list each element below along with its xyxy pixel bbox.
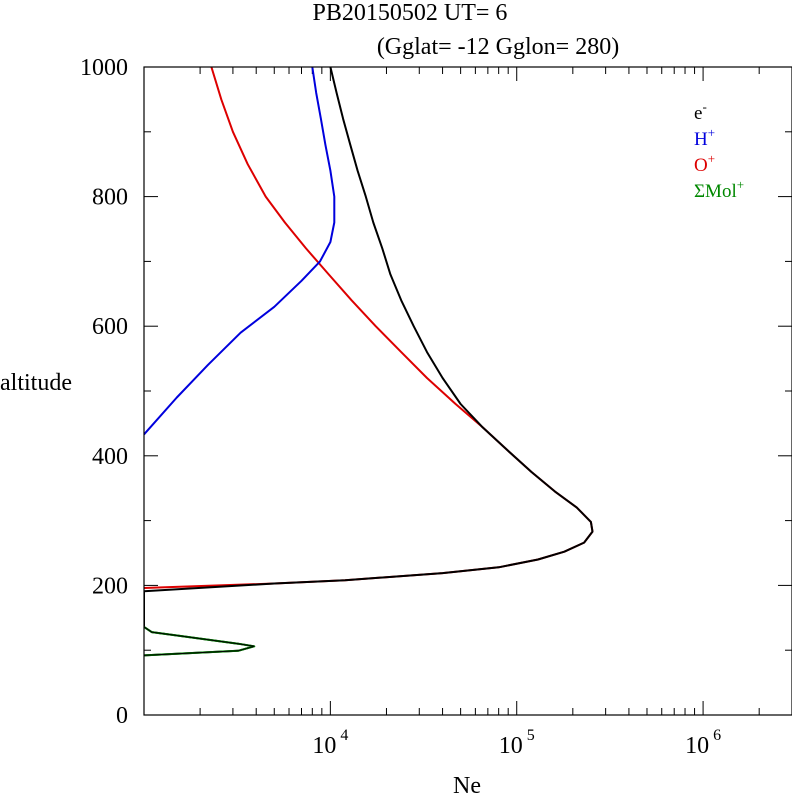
x-axis-label: Ne xyxy=(453,773,481,796)
legend: e-H+O+ΣMol+ xyxy=(694,99,744,202)
x-tick-exponent: 4 xyxy=(340,727,348,744)
y-tick-label: 1000 xyxy=(80,55,128,81)
x-tick-label: 10 xyxy=(685,733,709,759)
y-tick-label: 0 xyxy=(116,703,128,729)
x-tick-label: 10 xyxy=(499,733,523,759)
y-tick-label: 800 xyxy=(92,185,128,211)
series-line-0 xyxy=(144,67,594,657)
x-tick-exponent: 5 xyxy=(527,727,535,744)
series-line-2 xyxy=(144,67,594,589)
legend-entry: H+ xyxy=(694,125,715,150)
legend-entry: O+ xyxy=(694,151,715,176)
y-tick-label: 200 xyxy=(92,573,128,599)
series-line-1 xyxy=(144,67,336,436)
series-layer xyxy=(144,67,594,657)
series-line-e-lower xyxy=(144,626,255,656)
y-tick-label: 600 xyxy=(92,314,128,340)
x-tick-exponent: 6 xyxy=(713,727,721,744)
y-axis-label: altitude xyxy=(0,370,72,396)
chart-title: PB20150502 UT= 6 xyxy=(313,0,508,26)
plot-frame xyxy=(143,66,792,716)
x-tick-label: 10 xyxy=(312,733,336,759)
chart-subtitle: (Gglat= -12 Gglon= 280) xyxy=(377,34,619,60)
y-tick-label: 400 xyxy=(92,444,128,470)
legend-entry: ΣMol+ xyxy=(694,177,744,202)
legend-entry: e- xyxy=(694,99,707,124)
